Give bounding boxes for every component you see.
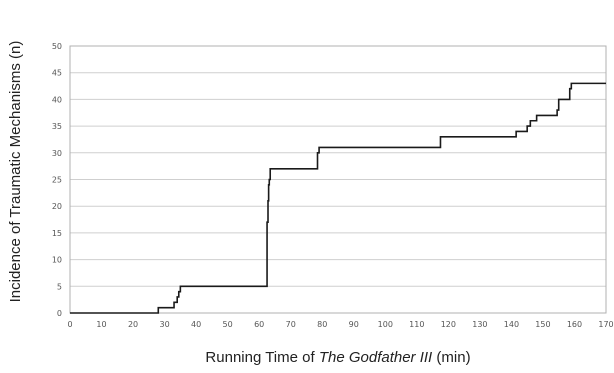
x-tick-labels: 0 10 20 30 40 50 60 70 80 90 100 110 120 130 140 150 160… xyxy=(67,320,613,329)
x-tick-label: 170 xyxy=(598,320,613,329)
y-axis-title: Incidence of Traumatic Mechanisms (n) xyxy=(7,41,24,303)
x-axis-title-film: The Godfather III xyxy=(319,349,432,366)
y-tick-label: 15 xyxy=(52,229,62,238)
y-tick-label: 0 xyxy=(57,309,62,318)
x-tick-label: 110 xyxy=(409,320,424,329)
x-tick-label: 90 xyxy=(349,320,359,329)
y-tick-label: 25 xyxy=(52,176,62,185)
y-tick-label: 45 xyxy=(52,69,62,78)
x-axis-title: Running Time of The Godfather III (min) xyxy=(205,349,470,366)
x-tick-label: 130 xyxy=(472,320,487,329)
y-tick-label: 20 xyxy=(52,202,62,211)
x-axis-title-part: Running Time of xyxy=(205,349,318,366)
x-tick-label: 40 xyxy=(191,320,201,329)
x-tick-label: 140 xyxy=(504,320,519,329)
x-tick-label: 160 xyxy=(567,320,582,329)
y-tick-label: 35 xyxy=(52,122,62,131)
x-tick-label: 70 xyxy=(286,320,296,329)
x-tick-label: 0 xyxy=(67,320,72,329)
x-tick-label: 30 xyxy=(159,320,169,329)
x-tick-label: 120 xyxy=(441,320,456,329)
x-axis-title-unit: (min) xyxy=(432,349,470,366)
y-tick-label: 30 xyxy=(52,149,62,158)
x-tick-label: 100 xyxy=(378,320,393,329)
plot-frame xyxy=(69,45,607,314)
x-tick-label: 150 xyxy=(535,320,550,329)
y-tick-label: 40 xyxy=(52,95,62,104)
y-tick-label: 5 xyxy=(57,282,62,291)
series-line xyxy=(70,82,606,314)
x-tick-label: 20 xyxy=(128,320,138,329)
y-tick-label: 10 xyxy=(52,256,62,265)
gridlines xyxy=(70,45,606,314)
y-tick-label: 50 xyxy=(52,42,62,51)
x-tick-label: 50 xyxy=(223,320,233,329)
y-tick-labels: 0 5 10 15 20 25 30 35 40 45 50 xyxy=(52,42,62,318)
x-tick-label: 10 xyxy=(96,320,106,329)
x-tick-label: 80 xyxy=(317,320,327,329)
x-tick-label: 60 xyxy=(254,320,264,329)
